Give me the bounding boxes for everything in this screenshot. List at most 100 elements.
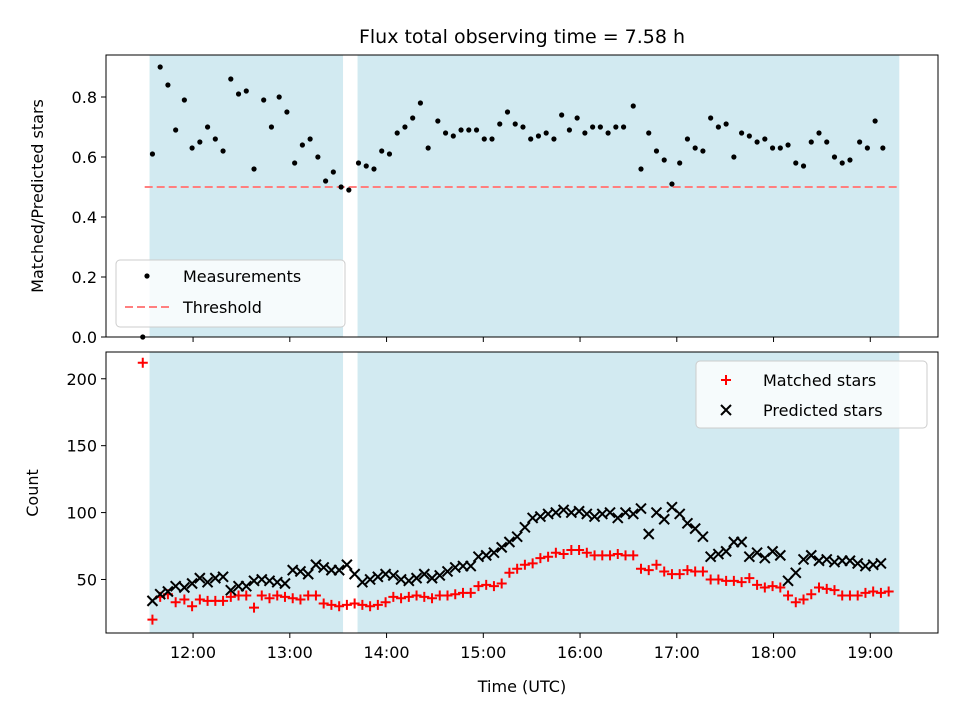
data-point: [860, 587, 871, 598]
data-point: [481, 579, 492, 590]
data-point: [684, 136, 691, 142]
data-point: [864, 145, 870, 151]
data-point: [511, 530, 523, 543]
data-point: [550, 547, 561, 558]
data-point: [821, 583, 832, 594]
data-point: [766, 545, 779, 558]
data-point: [503, 536, 516, 548]
legend-marker-matched: [721, 375, 731, 385]
data-point: [194, 572, 206, 584]
bottom-y-axis-label: Count: [23, 469, 42, 517]
data-point: [388, 591, 399, 602]
legend-label-threshold: Threshold: [182, 298, 262, 317]
data-point: [630, 103, 636, 109]
data-point: [317, 561, 330, 574]
data-point: [302, 568, 314, 580]
data-point: [638, 166, 644, 172]
data-point: [403, 591, 414, 602]
data-point: [186, 577, 198, 590]
data-point: [736, 577, 747, 588]
data-point: [241, 590, 252, 601]
data-point: [612, 512, 624, 524]
data-point: [465, 587, 476, 598]
data-point: [824, 139, 830, 145]
data-point: [272, 590, 283, 601]
data-point: [880, 145, 886, 151]
data-point: [225, 591, 236, 602]
data-point: [371, 166, 377, 172]
data-point: [839, 160, 845, 166]
data-point: [330, 169, 336, 175]
data-point: [806, 589, 817, 600]
data-point: [268, 124, 275, 130]
data-point: [677, 160, 683, 166]
data-point: [769, 145, 776, 151]
data-point: [466, 127, 472, 133]
x-tick-label: 18:00: [750, 643, 796, 662]
data-point: [857, 139, 863, 145]
x-tick-label: 16:00: [557, 643, 603, 662]
data-point: [149, 151, 156, 157]
data-point: [821, 553, 833, 566]
data-point: [363, 163, 369, 169]
data-point: [178, 581, 191, 594]
data-point: [875, 587, 886, 598]
data-point: [535, 553, 546, 564]
data-point: [777, 145, 783, 151]
data-point: [534, 510, 547, 523]
data-point: [473, 581, 484, 592]
data-point: [279, 577, 291, 590]
data-point: [790, 567, 802, 579]
y-tick-label: 0.4: [72, 208, 97, 227]
data-point: [661, 157, 667, 163]
data-point: [754, 139, 760, 145]
data-point: [450, 133, 456, 139]
data-point: [673, 508, 686, 520]
y-tick-label: 50: [77, 570, 97, 589]
data-point: [697, 530, 709, 543]
panel-frame: [105, 54, 939, 338]
data-point: [170, 597, 181, 608]
data-point: [651, 559, 662, 570]
data-point: [681, 517, 694, 529]
data-point: [728, 575, 739, 586]
data-point: [379, 148, 385, 154]
data-point: [831, 154, 838, 160]
x-tick-label: 14:00: [364, 643, 410, 662]
data-point: [225, 584, 237, 596]
data-point: [441, 565, 454, 578]
data-point: [349, 598, 360, 609]
series-cross: [146, 501, 887, 607]
data-point: [883, 586, 894, 597]
legend-label-matched: Matched stars: [763, 371, 876, 390]
data-point: [535, 133, 542, 139]
y-tick-label: 200: [66, 370, 97, 389]
data-point: [697, 566, 708, 577]
data-point: [581, 547, 592, 558]
data-point: [356, 576, 369, 588]
data-point: [334, 601, 345, 612]
x-tick-label: 19:00: [847, 643, 893, 662]
data-point: [559, 112, 565, 118]
data-point: [495, 541, 508, 554]
data-point: [287, 593, 298, 604]
data-point: [387, 569, 400, 582]
top-y-axis-label: Matched/Predicted stars: [28, 99, 47, 293]
bottom-panel: 50 100 150 200 12:00 13:00 14:00 15:00 16:00 17:0…: [66, 351, 939, 662]
data-point: [767, 581, 778, 592]
chart-title: Flux total observing time = 7.58 h: [359, 26, 685, 48]
data-point: [574, 115, 580, 121]
data-point: [154, 588, 166, 600]
data-point: [847, 157, 853, 163]
legend-box: [695, 360, 928, 429]
data-point: [425, 145, 431, 151]
data-point: [612, 549, 623, 560]
data-point: [355, 160, 362, 166]
data-point: [852, 590, 863, 601]
data-point: [235, 91, 242, 97]
data-point: [249, 602, 260, 613]
data-point: [426, 572, 438, 584]
series-dot: [140, 64, 886, 340]
data-point: [875, 557, 887, 570]
